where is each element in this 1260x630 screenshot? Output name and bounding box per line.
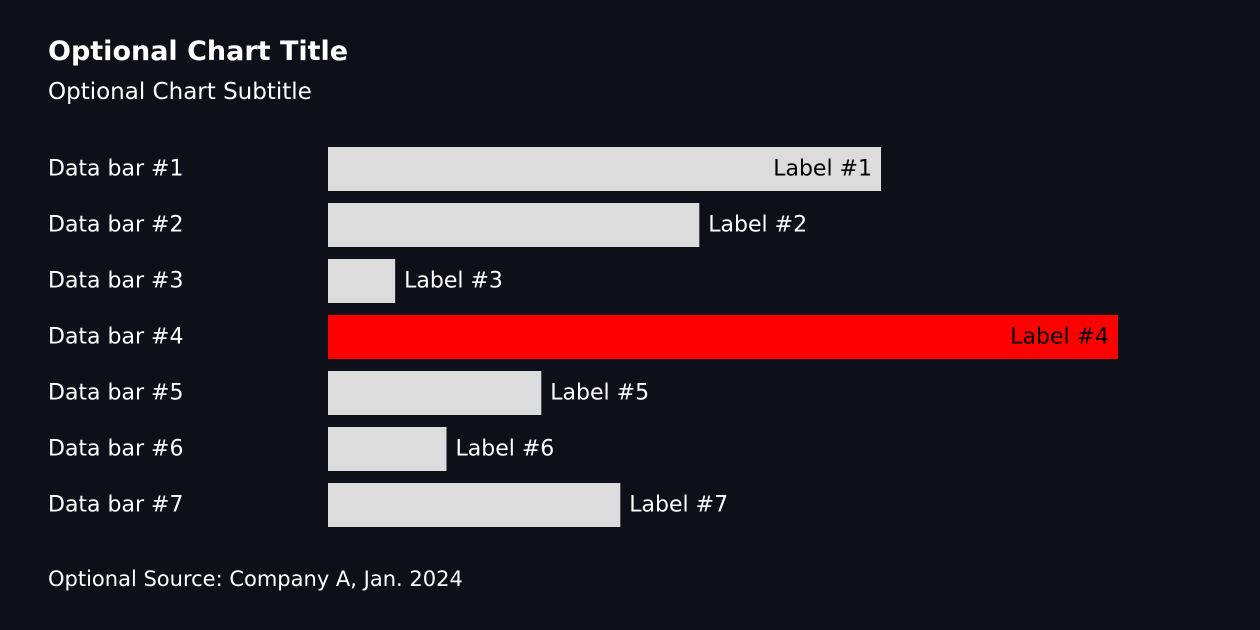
category-label: Data bar #5 (48, 381, 183, 406)
category-label: Data bar #1 (48, 157, 183, 182)
category-label: Data bar #2 (48, 213, 183, 238)
data-label: Label #7 (629, 493, 728, 518)
chart-subtitle: Optional Chart Subtitle (48, 79, 312, 105)
data-label: Label #1 (773, 157, 872, 182)
category-label: Data bar #7 (48, 493, 183, 518)
data-label: Label #6 (456, 437, 555, 462)
bar (328, 371, 542, 415)
chart-source: Optional Source: Company A, Jan. 2024 (48, 567, 463, 591)
bar (328, 203, 700, 247)
data-label: Label #3 (404, 269, 503, 294)
bar (328, 427, 447, 471)
bar (328, 147, 881, 191)
data-label: Label #4 (1010, 325, 1109, 350)
data-label: Label #5 (550, 381, 649, 406)
bar (328, 259, 396, 303)
bar-highlighted (328, 315, 1118, 359)
category-label: Data bar #4 (48, 325, 183, 350)
chart-title: Optional Chart Title (48, 36, 349, 67)
category-label: Data bar #6 (48, 437, 183, 462)
bar (328, 483, 621, 527)
category-label: Data bar #3 (48, 269, 183, 294)
data-label: Label #2 (708, 213, 807, 238)
